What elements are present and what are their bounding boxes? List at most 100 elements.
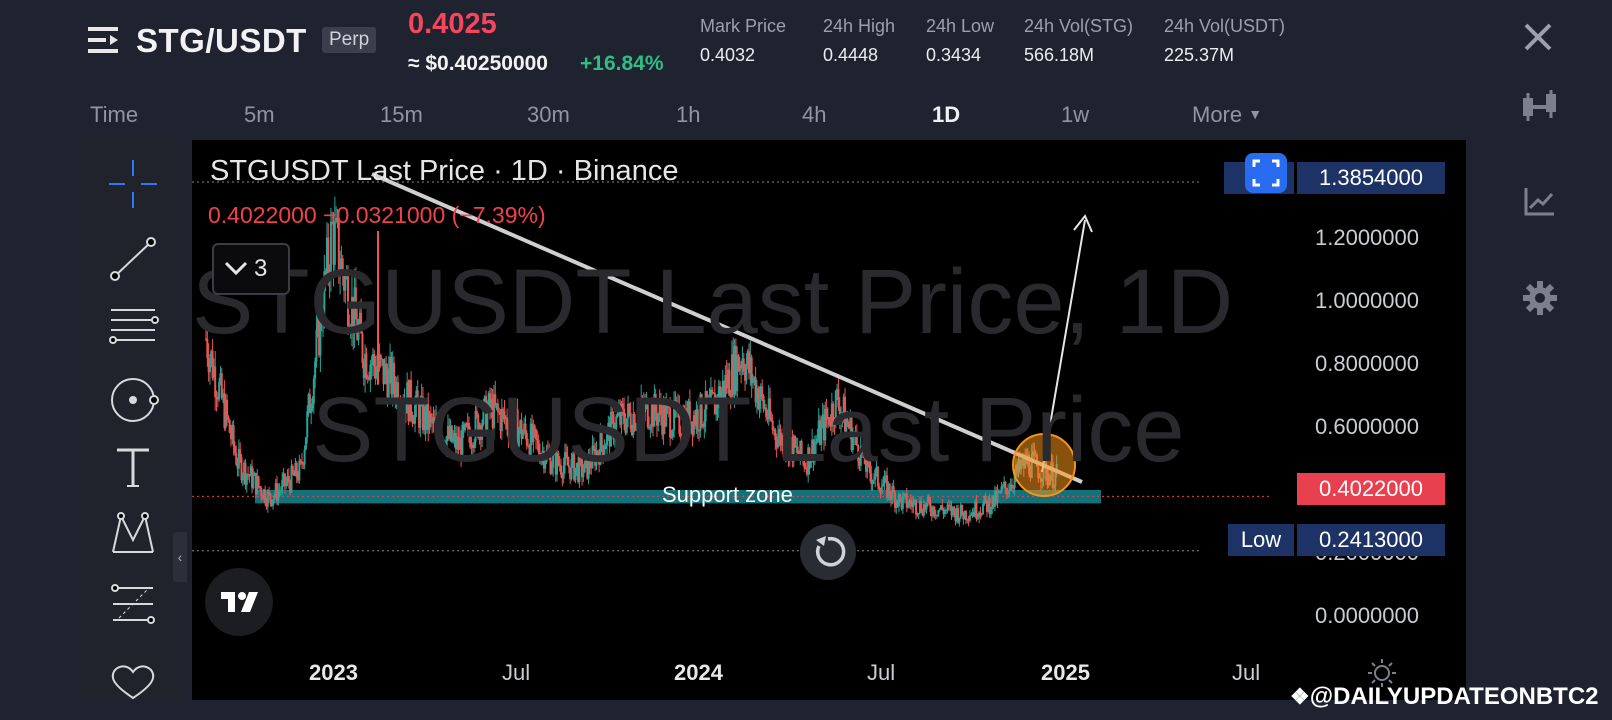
candle-body	[721, 380, 724, 392]
candle-body	[211, 350, 214, 378]
candle-body	[807, 447, 810, 475]
candle-body	[698, 430, 701, 432]
candle-body	[494, 394, 497, 406]
candle-body	[603, 449, 606, 456]
candle-body	[357, 325, 360, 340]
candle-body	[991, 495, 994, 510]
candle-body	[552, 454, 555, 468]
tab-1w[interactable]: 1w	[1061, 102, 1090, 127]
candle-body	[235, 452, 238, 465]
tab-5m[interactable]: 5m	[244, 102, 275, 127]
candle-body	[560, 465, 562, 475]
candle-body	[699, 394, 702, 432]
candle-body	[549, 453, 552, 474]
close-icon[interactable]	[1523, 22, 1553, 52]
candle-body	[868, 460, 871, 474]
candle-body	[822, 414, 825, 441]
candlestick-type-icon[interactable]	[1520, 88, 1560, 128]
text-tool-icon[interactable]	[105, 440, 161, 496]
candle-body	[792, 436, 795, 462]
settings-gear-icon[interactable]	[1520, 278, 1560, 318]
candle-body	[566, 456, 569, 466]
candle-body	[590, 467, 593, 469]
indicators-icon[interactable]	[1520, 182, 1560, 222]
tab-30m[interactable]: 30m	[527, 102, 570, 127]
candle-body	[838, 407, 841, 423]
price-chart[interactable]	[192, 140, 1466, 700]
candle-body	[521, 432, 524, 439]
candle-body	[695, 409, 698, 426]
candle-body	[623, 408, 626, 424]
x-tick: 2024	[674, 660, 723, 685]
candle-body	[414, 405, 417, 424]
candle-body	[437, 431, 440, 444]
candle-body	[383, 363, 386, 385]
candle-body	[607, 422, 610, 430]
tab-4h[interactable]: 4h	[802, 102, 827, 127]
candle-body	[819, 420, 822, 445]
candle-body	[446, 425, 449, 437]
24h-vol-usdt-label: 24h Vol(USDT)	[1164, 16, 1286, 36]
candle-body	[545, 450, 548, 462]
candle-body	[348, 326, 351, 331]
tab-1d[interactable]: 1D	[932, 102, 961, 127]
candle-body	[408, 379, 411, 422]
tab-1h[interactable]: 1h	[676, 102, 701, 127]
reset-chart-button[interactable]	[800, 524, 856, 580]
circle-tool-icon[interactable]	[105, 372, 161, 428]
candle-body	[582, 472, 585, 478]
candle-body	[516, 409, 519, 447]
candle-body	[989, 509, 992, 515]
candle-body	[829, 424, 832, 427]
candle-body	[269, 493, 272, 501]
favorite-icon[interactable]	[105, 662, 161, 700]
candle-body	[980, 514, 983, 516]
candle-body	[232, 425, 235, 447]
mark-price-value: 0.4032	[700, 45, 756, 65]
indicator-collapse-button[interactable]: 3	[212, 243, 290, 295]
candle-body	[765, 407, 768, 417]
candle-body	[800, 440, 803, 457]
fib-lines-icon[interactable]	[105, 300, 161, 356]
theme-toggle-icon[interactable]	[1367, 658, 1397, 688]
candle-body	[503, 410, 506, 420]
candle-body	[431, 416, 434, 424]
price-change-percent: +16.84%	[580, 52, 664, 75]
screenshot-button[interactable]	[1245, 153, 1287, 193]
candle-body	[855, 431, 858, 445]
candle-body	[573, 453, 576, 481]
candle-body	[387, 368, 390, 401]
candle-body	[932, 506, 935, 516]
toolbar-collapse-button[interactable]: ‹	[173, 532, 187, 582]
candle-body	[713, 392, 716, 415]
candle-body	[986, 500, 988, 512]
candle-body	[433, 417, 436, 421]
candle-body	[453, 433, 456, 438]
candle-body	[649, 426, 652, 429]
tab-15m[interactable]: 15m	[380, 102, 423, 127]
candle-body	[483, 396, 486, 402]
candle-body	[780, 435, 783, 446]
tab-more[interactable]: More ▼	[1192, 102, 1262, 128]
candle-body	[528, 445, 531, 456]
candle-body	[646, 398, 649, 428]
candle-body	[407, 382, 410, 422]
candle-body	[867, 454, 870, 461]
current-price-tag: 0.4022000	[1297, 473, 1445, 505]
candle-body	[587, 456, 590, 479]
pattern-icon[interactable]	[105, 506, 161, 562]
candle-body	[754, 377, 757, 403]
candle-body	[821, 414, 824, 424]
menu-icon[interactable]	[88, 25, 122, 55]
tab-time[interactable]: Time	[90, 102, 139, 127]
measure-icon[interactable]	[105, 576, 161, 632]
candle-body	[774, 429, 777, 441]
pair-symbol[interactable]: STG/USDT	[136, 22, 307, 59]
candle-body	[385, 363, 388, 376]
crosshair-icon[interactable]	[105, 156, 161, 212]
candle-body	[504, 417, 507, 420]
candle-body	[951, 506, 954, 516]
trendline-icon[interactable]	[105, 232, 161, 288]
candle-body	[261, 495, 264, 500]
candle-body	[921, 511, 924, 516]
